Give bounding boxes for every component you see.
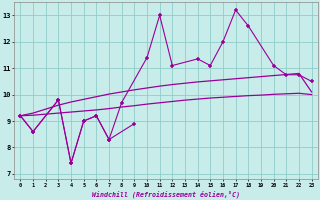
X-axis label: Windchill (Refroidissement éolien,°C): Windchill (Refroidissement éolien,°C) [92,190,240,198]
